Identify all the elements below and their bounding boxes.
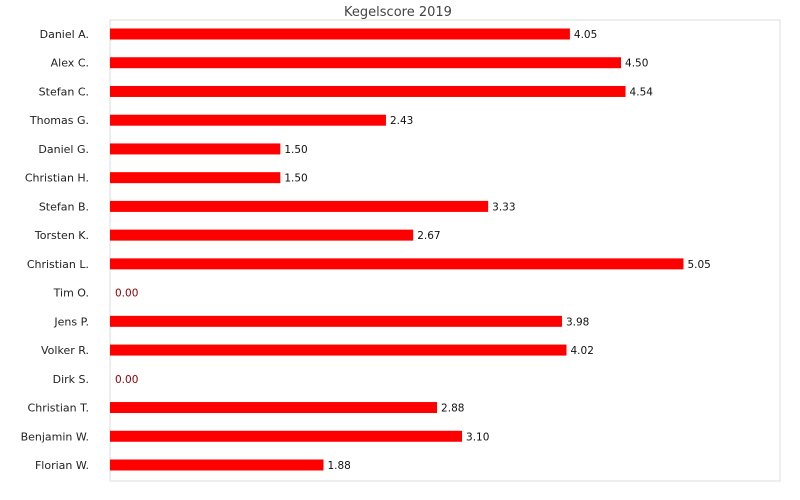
value-label: 1.88	[327, 460, 350, 472]
category-label: Stefan C.	[39, 85, 89, 98]
category-labels-group: Daniel A. Alex C. Stefan C. Thomas G. Daniel…	[21, 28, 89, 472]
category-label: Jens P.	[53, 315, 89, 328]
bar	[110, 229, 414, 241]
value-label: 4.54	[630, 86, 654, 98]
bar	[110, 315, 562, 327]
value-label: 3.33	[492, 201, 515, 213]
category-label: Alex C.	[51, 57, 89, 70]
value-label: 2.88	[441, 403, 464, 415]
value-label: 5.05	[687, 259, 710, 271]
bar	[110, 85, 626, 97]
category-label: Christian L.	[27, 258, 89, 271]
category-label: Volker R.	[41, 344, 89, 357]
category-label: Thomas G.	[29, 114, 89, 127]
category-label: Christian H.	[25, 172, 89, 185]
value-label: 0.00	[115, 374, 138, 386]
bar	[110, 344, 567, 356]
bar	[110, 402, 438, 414]
bars-group	[110, 28, 684, 471]
category-label: Stefan B.	[39, 200, 89, 213]
value-label: 2.43	[390, 115, 413, 127]
category-label: Christian T.	[28, 402, 89, 415]
category-label: Daniel A.	[40, 28, 89, 41]
chart-title: Kegelscore 2019	[344, 5, 452, 20]
value-label: 2.67	[417, 230, 440, 242]
bar	[110, 200, 489, 212]
value-label: 4.05	[574, 29, 597, 41]
bar	[110, 172, 281, 184]
category-label: Benjamin W.	[21, 430, 89, 443]
bar	[110, 459, 324, 471]
value-label: 0.00	[115, 288, 138, 300]
category-label: Dirk S.	[53, 373, 89, 386]
value-label: 1.50	[284, 173, 307, 185]
category-label: Torsten K.	[34, 229, 89, 242]
value-label: 3.10	[466, 431, 489, 443]
value-labels-group: 4.05 4.50 4.54 2.43 1.50 1.50 3.33 2.67 5.05 0.00…	[115, 29, 711, 472]
bar	[110, 143, 281, 155]
bar	[110, 28, 570, 40]
bar	[110, 258, 684, 270]
category-label: Daniel G.	[38, 143, 89, 156]
bar	[110, 430, 463, 442]
category-label: Tim O.	[53, 287, 89, 300]
value-label: 4.50	[625, 58, 648, 70]
bar	[110, 57, 622, 69]
value-label: 4.02	[571, 345, 594, 357]
value-label: 1.50	[284, 144, 307, 156]
value-label: 3.98	[566, 316, 589, 328]
plot-frame	[109, 19, 781, 482]
category-label: Florian W.	[35, 459, 89, 472]
bar	[110, 114, 386, 126]
